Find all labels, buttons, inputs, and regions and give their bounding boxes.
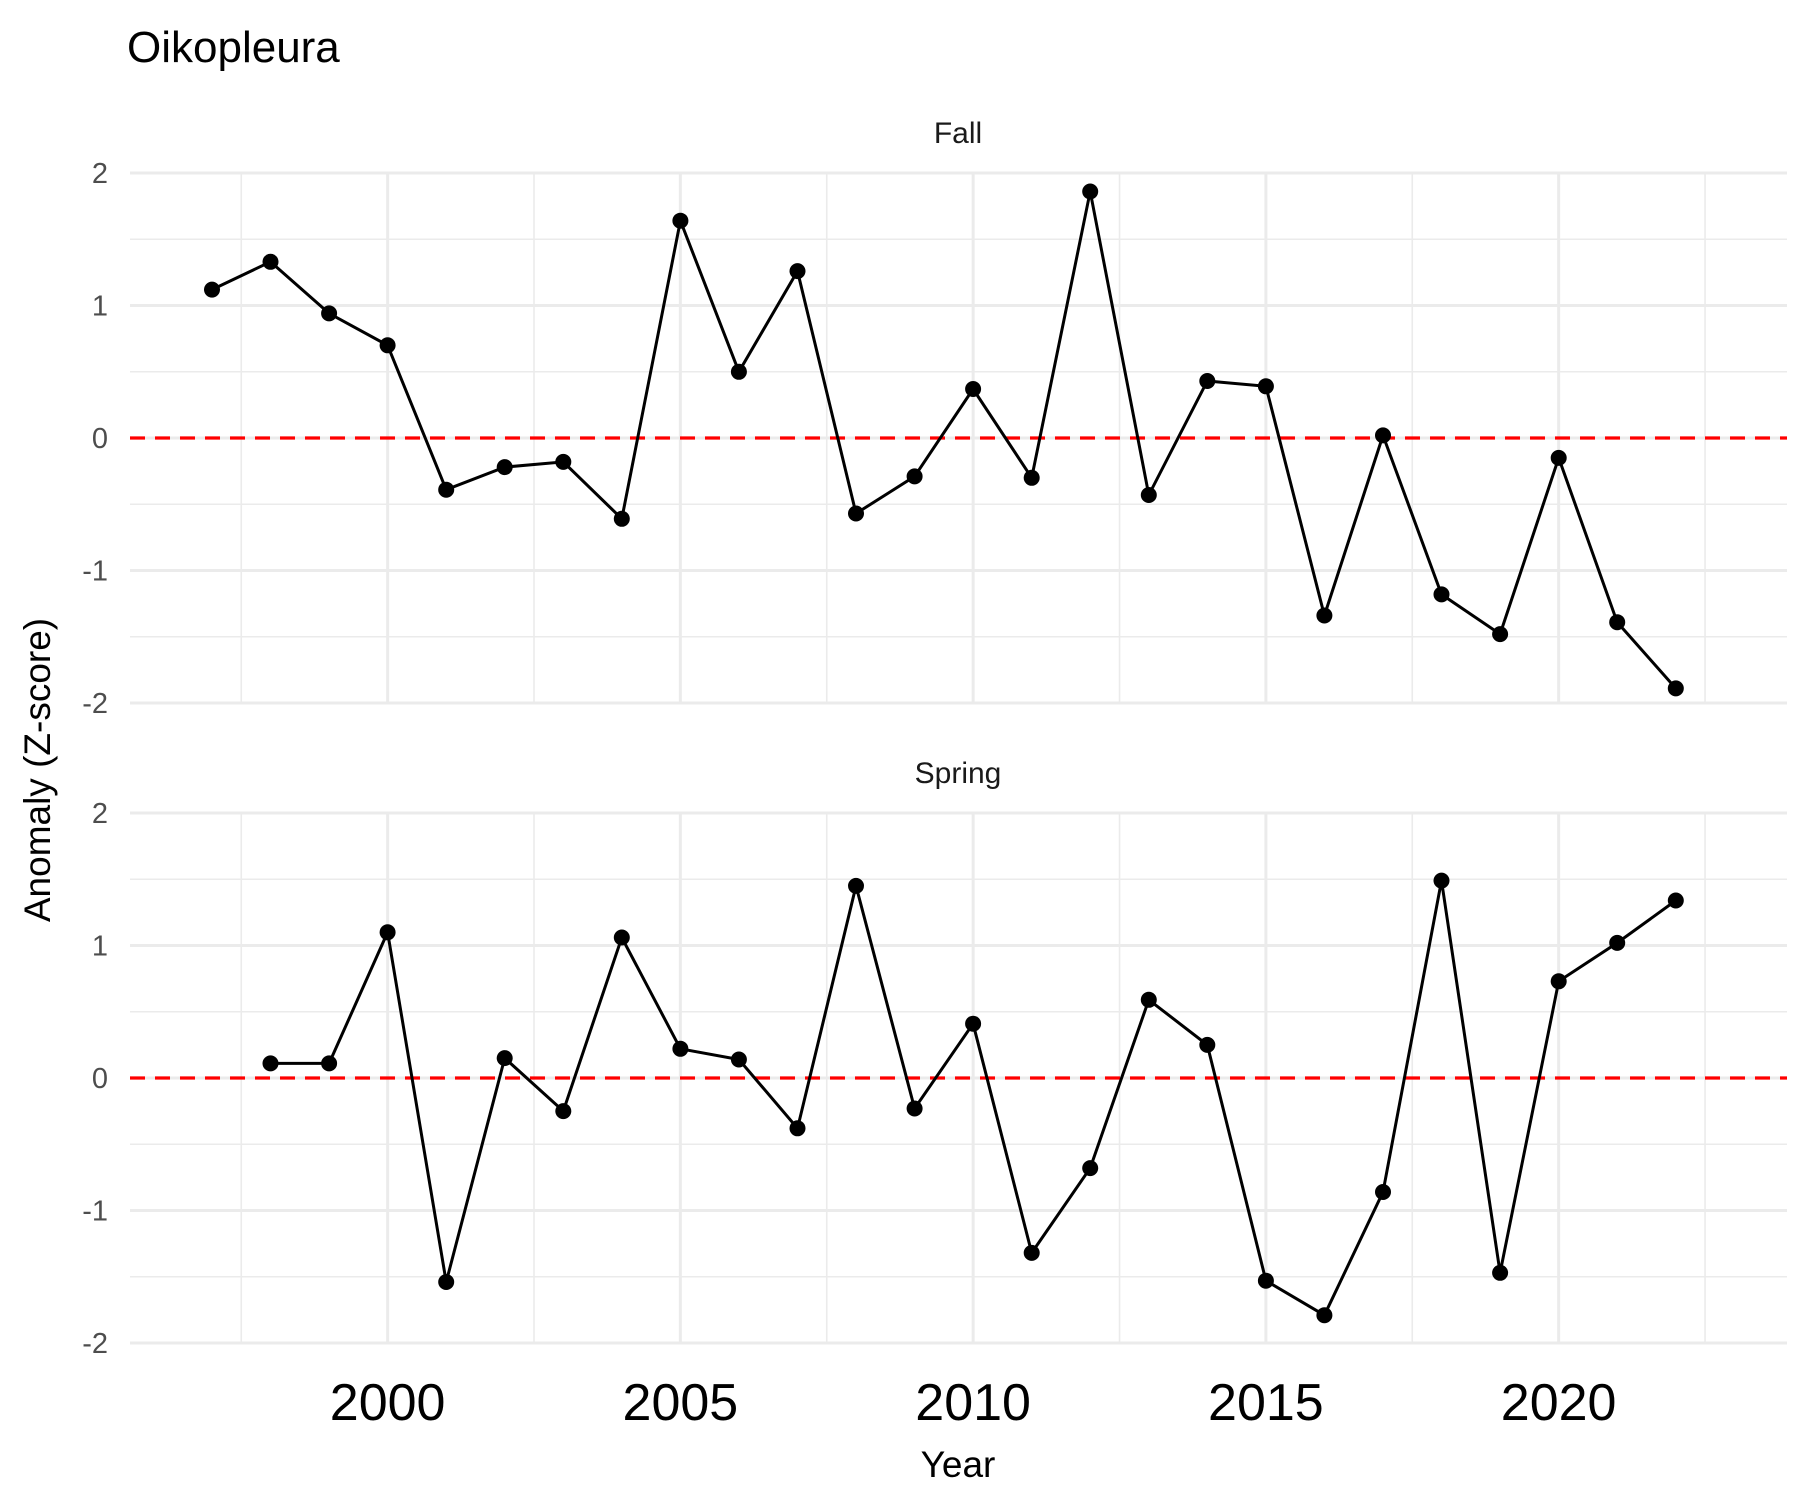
panel-fall: Fall 2 1 0 -1 -2 (82, 117, 1787, 720)
data-point-spring-2003 (555, 1103, 572, 1120)
y-axis-title: Anomaly (Z-score) (17, 618, 58, 922)
points-fall (204, 183, 1684, 697)
data-point-spring-2012 (1082, 1160, 1099, 1177)
data-point-spring-1999 (321, 1055, 338, 1072)
data-point-spring-2016 (1316, 1307, 1333, 1324)
y-tick-labels-spring: 2 1 0 -1 -2 (82, 798, 108, 1360)
data-point-fall-2013 (1140, 487, 1157, 503)
chart-title: Oikopleura (127, 23, 340, 72)
data-point-fall-2021 (1609, 614, 1626, 631)
y-tick-label-fall: 2 (92, 158, 108, 190)
data-point-spring-2002 (496, 1050, 513, 1067)
data-point-spring-2005 (672, 1040, 689, 1057)
data-point-spring-2010 (965, 1015, 982, 1032)
y-tick-labels-fall: 2 1 0 -1 -2 (82, 158, 108, 720)
data-point-fall-2017 (1375, 427, 1391, 444)
data-point-fall-2005 (672, 212, 689, 229)
data-point-fall-2000 (379, 337, 396, 354)
data-point-spring-2021 (1609, 934, 1626, 951)
series-line-fall (211, 191, 1677, 690)
x-tick-label-2020: 2020 (1501, 1374, 1617, 1432)
data-point-spring-2004 (613, 929, 630, 946)
data-point-fall-2008 (848, 505, 864, 522)
data-point-fall-2015 (1257, 378, 1274, 395)
data-point-spring-2001 (438, 1274, 455, 1290)
x-axis-title: Year (921, 1444, 996, 1485)
x-tick-label-2005: 2005 (623, 1374, 739, 1432)
data-point-spring-2018 (1433, 872, 1450, 889)
data-point-spring-2013 (1140, 991, 1157, 1008)
x-tick-label-2015: 2015 (1208, 1374, 1324, 1432)
data-point-spring-2019 (1492, 1264, 1509, 1281)
y-tick-label-spring: -1 (82, 1196, 108, 1228)
data-point-fall-2003 (555, 453, 572, 470)
data-point-spring-2022 (1667, 892, 1684, 909)
y-tick-label-spring: 2 (92, 798, 108, 830)
data-point-spring-2008 (848, 877, 864, 894)
data-point-fall-1997 (204, 281, 220, 298)
data-point-fall-2012 (1082, 183, 1099, 200)
x-tick-label-2010: 2010 (915, 1374, 1031, 1432)
data-point-fall-2007 (789, 263, 806, 280)
points-spring (262, 872, 1684, 1324)
data-point-fall-2006 (730, 363, 747, 380)
y-tick-label-fall: 1 (92, 291, 108, 323)
y-tick-label-fall: -1 (82, 556, 108, 588)
panel-spring: Spring 2 1 0 -1 -2 (82, 757, 1787, 1360)
data-point-fall-1998 (262, 253, 279, 270)
data-point-spring-2006 (730, 1051, 747, 1068)
data-point-spring-1998 (262, 1055, 279, 1072)
data-point-spring-2014 (1199, 1036, 1216, 1053)
data-point-fall-2019 (1492, 626, 1509, 643)
x-tick-labels: 2000 2005 2010 2015 2020 (330, 1374, 1617, 1432)
data-point-spring-2007 (789, 1120, 806, 1137)
y-tick-label-spring: 0 (92, 1063, 108, 1095)
data-point-spring-2017 (1375, 1184, 1391, 1200)
data-point-spring-2020 (1550, 973, 1567, 990)
x-tick-label-2000: 2000 (330, 1374, 446, 1432)
data-point-spring-2015 (1257, 1272, 1274, 1289)
data-point-fall-2010 (965, 381, 982, 397)
panel-label-fall: Fall (934, 117, 982, 150)
data-point-fall-2002 (496, 459, 513, 476)
data-point-fall-2014 (1199, 373, 1216, 389)
data-point-spring-2011 (1023, 1244, 1040, 1261)
data-point-fall-2009 (906, 468, 923, 485)
y-tick-label-fall: 0 (92, 423, 108, 455)
y-tick-label-fall: -2 (82, 688, 108, 720)
data-point-fall-2001 (438, 481, 455, 498)
data-point-fall-2022 (1667, 680, 1684, 697)
data-point-spring-2009 (906, 1100, 923, 1117)
data-point-fall-2016 (1316, 607, 1333, 624)
data-point-fall-2004 (613, 510, 630, 527)
y-tick-label-spring: -2 (82, 1328, 108, 1360)
data-point-fall-1999 (321, 305, 338, 322)
data-point-spring-2000 (379, 924, 396, 941)
data-point-fall-2020 (1550, 449, 1567, 466)
panel-label-spring: Spring (915, 757, 1002, 790)
y-tick-label-spring: 1 (92, 931, 108, 963)
data-point-fall-2018 (1433, 586, 1450, 603)
data-point-fall-2011 (1023, 469, 1040, 486)
